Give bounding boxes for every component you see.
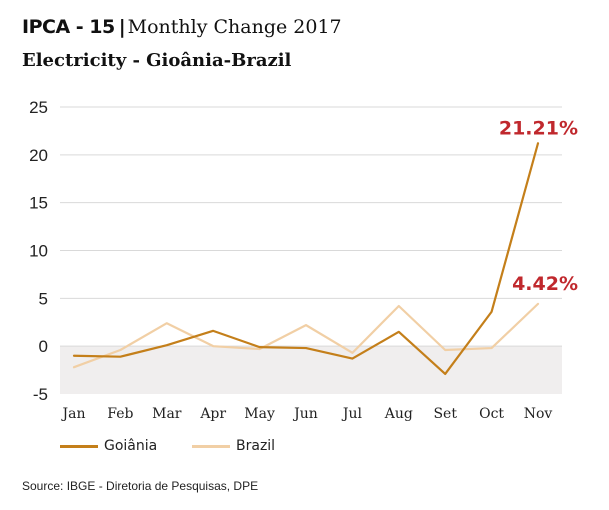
y-tick-label: 25 xyxy=(29,98,48,117)
callout-goiania: 21.21% xyxy=(499,117,578,139)
x-tick-label: Set xyxy=(433,406,457,422)
chart-title: IPCA - 15 | Monthly Change 2017 xyxy=(22,16,342,46)
chart-subtitle: Electricity - Gioânia-Brazil xyxy=(22,50,292,71)
x-tick-label: Jun xyxy=(292,406,318,422)
x-tick-label: Nov xyxy=(524,406,553,422)
title-rest: Monthly Change 2017 xyxy=(127,16,342,38)
y-tick-label: -5 xyxy=(33,385,48,404)
x-tick-label: Jul xyxy=(341,406,363,422)
source-note: Source: IBGE - Diretoria de Pesquisas, D… xyxy=(22,479,259,493)
series-line-brazil xyxy=(72,302,540,369)
y-tick-label: 0 xyxy=(39,337,48,356)
callout-brazil: 4.42% xyxy=(512,273,578,295)
negative-band xyxy=(60,346,562,394)
legend-item-goiania: Goiânia xyxy=(60,438,157,454)
x-tick-label: Jan xyxy=(61,406,86,422)
y-tick-label: 15 xyxy=(29,194,48,213)
line-chart: 25 20 15 10 5 0 -5 Jan Feb Mar Apr May Jun Jul Aug Set… xyxy=(29,98,578,422)
x-tick-label: Mar xyxy=(152,406,182,422)
legend-label-brazil: Brazil xyxy=(236,438,276,454)
y-tick-label: 20 xyxy=(29,146,48,165)
title-separator: | xyxy=(118,16,126,38)
legend-swatch-brazil xyxy=(192,444,230,448)
x-tick-label: Apr xyxy=(199,406,226,422)
x-tick-label: Aug xyxy=(384,406,413,422)
x-tick-label: Oct xyxy=(479,406,504,422)
y-tick-label: 10 xyxy=(29,242,48,261)
legend-label-goiania: Goiânia xyxy=(104,438,158,454)
y-tick-label: 5 xyxy=(39,289,48,308)
legend-item-brazil: Brazil xyxy=(192,438,275,454)
legend-swatch-goiania xyxy=(60,444,98,448)
series-line-goiania xyxy=(72,142,540,376)
x-tick-label: May xyxy=(244,406,275,422)
x-tick-label: Feb xyxy=(107,406,133,422)
title-main: IPCA - 15 xyxy=(22,16,115,38)
